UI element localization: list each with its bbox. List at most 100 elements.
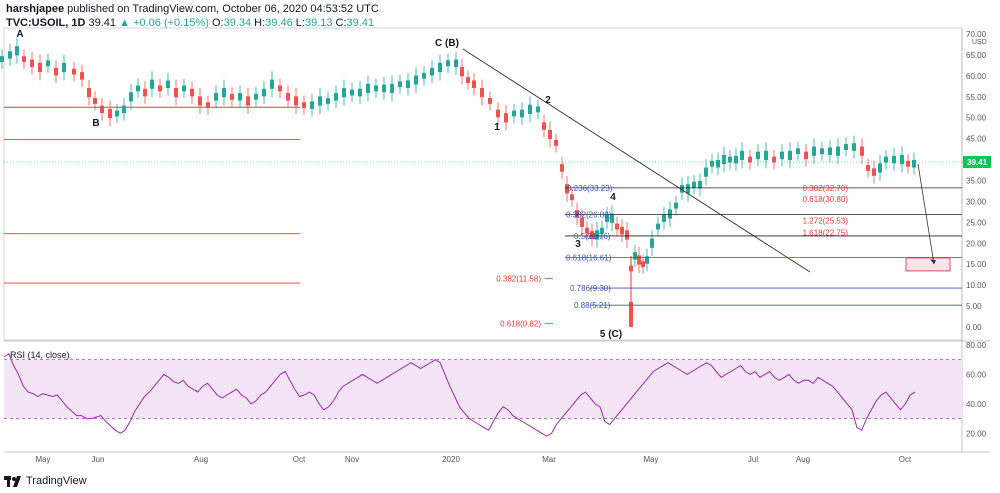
candle-body: [716, 159, 720, 168]
candle-body: [680, 185, 684, 193]
candle-body: [796, 148, 800, 155]
candle-body: [512, 110, 516, 117]
candle-body: [302, 102, 306, 109]
candle-body: [900, 154, 904, 165]
candle-body: [310, 101, 314, 109]
candle-body: [496, 109, 500, 118]
fib-level-label: 0.618(16.61): [566, 253, 612, 262]
open-label: O:: [211, 17, 224, 29]
candle-body: [548, 129, 552, 140]
candle-body: [686, 184, 690, 194]
candle-body: [528, 104, 532, 114]
last-price: 39.41: [88, 17, 117, 29]
time-tick-label: Aug: [796, 455, 810, 464]
fib-level-label: 0.88(5.21): [574, 301, 611, 310]
price-tick-label: 25.00: [966, 218, 987, 227]
time-tick-label: May: [35, 455, 50, 464]
fib-level-label: 0.618(0.82): [500, 320, 541, 329]
time-tick-label: Oct: [899, 455, 912, 464]
price-tick-label: 10.00: [966, 281, 987, 290]
candle-body: [122, 105, 126, 114]
candle-body: [374, 85, 378, 92]
candle-body: [87, 87, 91, 98]
candle-body: [575, 210, 579, 218]
candle-body: [158, 85, 162, 92]
publisher-line: harshjapee published on TradingView.com,…: [6, 2, 379, 16]
candle-body: [878, 163, 882, 173]
candle-body: [580, 217, 584, 227]
footer-brand: TradingView: [26, 475, 87, 487]
candle-body: [222, 87, 226, 98]
candle-body: [136, 85, 140, 92]
candle-body: [595, 230, 599, 240]
price-tick-label: 30.00: [966, 197, 987, 206]
rsi-band: [4, 359, 962, 419]
chart-header: harshjapee published on TradingView.com,…: [6, 2, 379, 30]
candle-body: [633, 252, 637, 260]
candle-body: [72, 68, 76, 75]
candle-body: [214, 93, 218, 101]
candle-body: [788, 150, 792, 160]
price-tick-label: 20.00: [966, 239, 987, 248]
tradingview-logo-icon: [4, 476, 21, 487]
candle-body: [504, 113, 508, 123]
time-tick-label: Mar: [542, 455, 556, 464]
candle-body: [190, 88, 194, 97]
candle-body: [0, 56, 4, 63]
candle-body: [129, 92, 133, 102]
candle-body: [605, 214, 609, 222]
rsi-tick-label: 60.00: [966, 370, 987, 379]
candle-body: [906, 160, 910, 167]
candle-body: [488, 98, 492, 104]
candle-body: [748, 156, 752, 163]
candle-body: [620, 226, 624, 235]
candle-body: [15, 46, 19, 56]
wave-label: A: [16, 29, 23, 40]
candle-body: [844, 144, 848, 150]
candle-body: [692, 181, 696, 188]
candle-body: [278, 85, 282, 92]
candle-body: [565, 184, 569, 194]
candle-body: [206, 102, 210, 109]
candle-body: [674, 202, 678, 209]
price-tick-label: 15.00: [966, 260, 987, 269]
candle-body: [772, 156, 776, 163]
footer: TradingView: [4, 472, 87, 490]
candle-body: [406, 80, 410, 88]
candle-body: [912, 159, 916, 168]
candle-body: [662, 214, 666, 222]
candle-body: [734, 155, 738, 164]
candle-body: [286, 93, 290, 101]
time-tick-label: Oct: [293, 455, 306, 464]
candle-body: [62, 62, 66, 73]
fib-level-label: 1.272(25.53): [803, 217, 849, 226]
fib-level-label: 0.786(9.30): [570, 284, 611, 293]
candle-body: [820, 148, 824, 155]
candle-body: [438, 62, 442, 73]
candle-body: [852, 143, 856, 151]
candle-body: [780, 151, 784, 160]
rsi-title: RSI (14, close): [10, 350, 70, 360]
last-price-label: 39.41: [967, 158, 988, 167]
low-label: L:: [295, 17, 305, 29]
projection-arrow-line: [917, 163, 935, 265]
change-value: ▲ +0.06 (+0.15%): [119, 17, 209, 29]
price-axis-unit: USD: [972, 39, 987, 46]
candle-body: [446, 60, 450, 67]
wave-label: B: [92, 118, 99, 129]
candle-body: [828, 147, 832, 155]
candle-body: [22, 56, 26, 63]
candle-body: [610, 213, 614, 223]
symbol-label[interactable]: TVC:USOIL, 1D: [6, 17, 86, 29]
candle-body: [860, 146, 864, 156]
candle-body: [710, 160, 714, 167]
candle-body: [38, 62, 42, 73]
wave-label: 2: [545, 95, 551, 106]
projection-arrow-head: [930, 259, 936, 265]
candle-body: [866, 165, 870, 171]
candle-body: [756, 151, 760, 160]
candle-body: [430, 67, 434, 76]
time-tick-label: Jul: [748, 455, 758, 464]
price-tick-label: 50.00: [966, 114, 987, 123]
